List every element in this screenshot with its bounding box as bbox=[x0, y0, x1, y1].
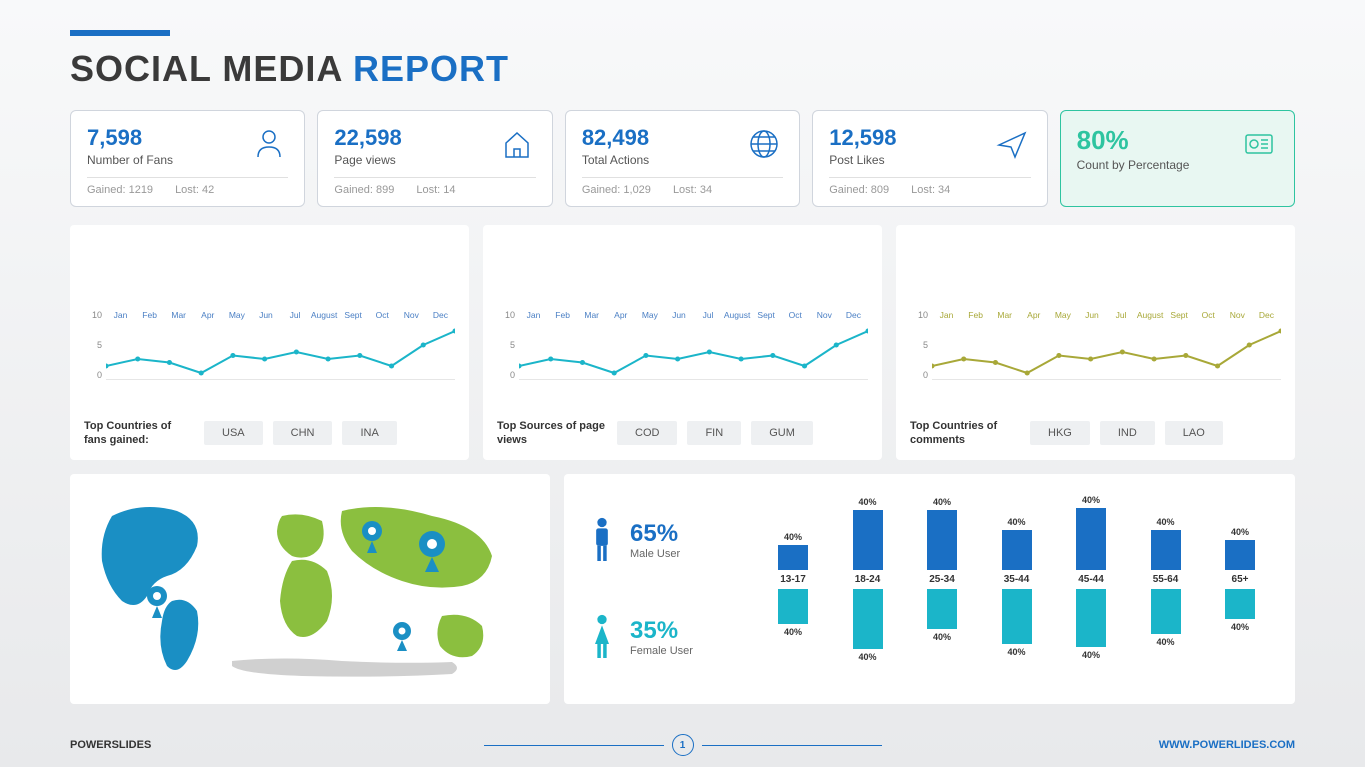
tag: GUM bbox=[751, 421, 813, 445]
demographics-panel: 65%Male User 35%Female User 40%13-1740%4… bbox=[564, 474, 1295, 704]
stat-card: 12,598Post LikesGained: 809Lost: 34 bbox=[812, 110, 1047, 207]
map-pin bbox=[393, 622, 411, 651]
footer-url[interactable]: WWW.POWERLIDES.COM bbox=[1159, 739, 1295, 751]
stat-cards-row: 7,598Number of FansGained: 1219Lost: 422… bbox=[70, 110, 1295, 207]
tag: COD bbox=[617, 421, 677, 445]
page-title: SOCIAL MEDIA REPORT bbox=[70, 48, 1295, 90]
age-group: 40%13-1740% bbox=[762, 492, 824, 686]
plane-icon bbox=[993, 125, 1031, 163]
line-charts-row: 1050JanFebMarAprMayJunJulAugustSeptOctNo… bbox=[70, 225, 1295, 460]
stat-card: 22,598Page viewsGained: 899Lost: 14 bbox=[317, 110, 552, 207]
male-label: Male User bbox=[630, 548, 680, 560]
badge-icon bbox=[1240, 125, 1278, 163]
world-map-panel bbox=[70, 474, 550, 704]
stat-card: 80%Count by Percentage bbox=[1060, 110, 1295, 207]
age-group: 40%55-6440% bbox=[1135, 492, 1197, 686]
user-icon bbox=[250, 125, 288, 163]
accent-bar bbox=[70, 30, 170, 36]
tag: CHN bbox=[273, 421, 333, 445]
age-group: 40%18-2440% bbox=[837, 492, 899, 686]
age-group: 40%65+40% bbox=[1209, 492, 1271, 686]
tag: HKG bbox=[1030, 421, 1090, 445]
stat-card: 82,498Total ActionsGained: 1,029Lost: 34 bbox=[565, 110, 800, 207]
title-part2: REPORT bbox=[353, 48, 509, 89]
female-stat: 35%Female User bbox=[588, 613, 738, 661]
female-pct: 35% bbox=[630, 617, 693, 645]
tag: INA bbox=[342, 421, 396, 445]
chart-panel: 1050JanFebMarAprMayJunJulAugustSeptOctNo… bbox=[70, 225, 469, 460]
female-label: Female User bbox=[630, 645, 693, 657]
home-icon bbox=[498, 125, 536, 163]
tag: USA bbox=[204, 421, 263, 445]
globe-icon bbox=[745, 125, 783, 163]
title-part1: SOCIAL MEDIA bbox=[70, 48, 353, 89]
chart-panel: 1050JanFebMarAprMayJunJulAugustSeptOctNo… bbox=[896, 225, 1295, 460]
age-group: 40%25-3440% bbox=[911, 492, 973, 686]
demo-summary: 65%Male User 35%Female User bbox=[588, 492, 738, 686]
tag: LAO bbox=[1165, 421, 1223, 445]
footer-pager: 1 bbox=[484, 734, 882, 756]
bottom-row: 65%Male User 35%Female User 40%13-1740%4… bbox=[70, 474, 1295, 704]
footer-brand: POWERSLIDES bbox=[70, 739, 151, 751]
male-stat: 65%Male User bbox=[588, 516, 738, 564]
chart-panel: 1050JanFebMarAprMayJunJulAugustSeptOctNo… bbox=[483, 225, 882, 460]
male-pct: 65% bbox=[630, 520, 680, 548]
tag: FIN bbox=[687, 421, 741, 445]
female-icon bbox=[588, 613, 616, 661]
footer: POWERSLIDES 1 WWW.POWERLIDES.COM bbox=[70, 739, 1295, 751]
age-group: 40%35-4440% bbox=[986, 492, 1048, 686]
tag: IND bbox=[1100, 421, 1155, 445]
page-number: 1 bbox=[672, 734, 694, 756]
male-icon bbox=[588, 516, 616, 564]
world-map bbox=[82, 486, 538, 692]
stat-card: 7,598Number of FansGained: 1219Lost: 42 bbox=[70, 110, 305, 207]
demo-bars: 40%13-1740%40%18-2440%40%25-3440%40%35-4… bbox=[762, 492, 1271, 686]
age-group: 40%45-4440% bbox=[1060, 492, 1122, 686]
